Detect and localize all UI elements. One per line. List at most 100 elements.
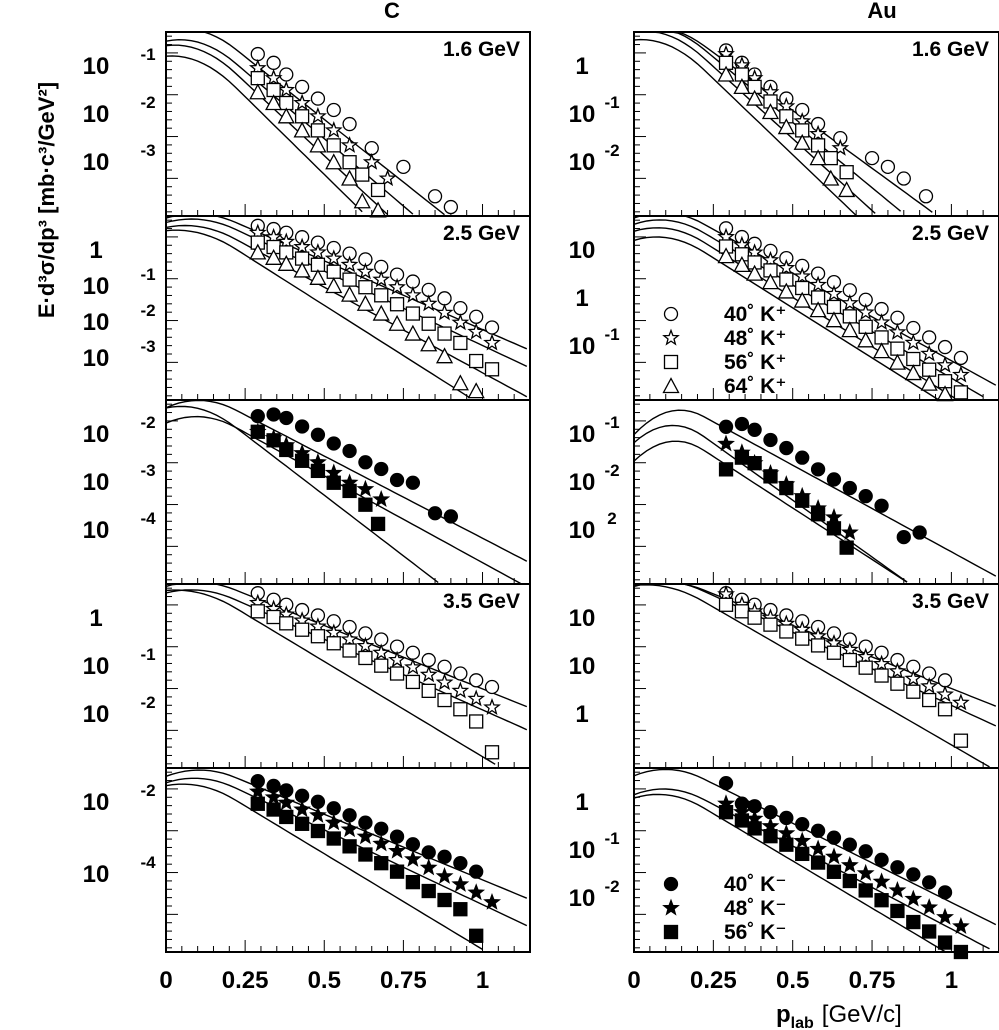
data-point (250, 71, 265, 86)
data-point (389, 829, 405, 844)
data-point (437, 659, 452, 674)
data-point (864, 150, 880, 166)
data-point (856, 863, 875, 881)
data-point (858, 660, 873, 675)
data-point (370, 182, 386, 198)
data-point (405, 874, 421, 890)
column-header-right: Au (867, 0, 896, 23)
data-point (858, 319, 873, 334)
data-point (469, 353, 484, 369)
series-square-open (718, 239, 969, 400)
legend-item: 64˚ K⁺ (662, 375, 786, 398)
data-point (937, 339, 953, 355)
panel-Au-2: 10 1 10 -1 2.5 GeV (569, 215, 999, 402)
data-point (388, 841, 406, 859)
data-point (734, 604, 750, 619)
series-square-filled (250, 424, 386, 532)
energy-label: 2.5 GeV (912, 222, 989, 245)
model-curves (165, 769, 528, 950)
x-tick-label: 0.75 (849, 967, 896, 994)
series-star-filled (717, 794, 970, 935)
data-point (279, 809, 294, 825)
data-point (825, 847, 843, 865)
y-tick-label: 1 (89, 605, 102, 632)
y-tick-exponent: -1 (604, 829, 619, 848)
data-point (279, 410, 294, 426)
data-point (294, 453, 310, 468)
legend-label: 64˚ K⁺ (724, 375, 786, 398)
data-point (324, 121, 343, 139)
data-point (717, 247, 735, 264)
data-point (718, 597, 734, 612)
energy-label: 3.5 GeV (443, 590, 520, 613)
model-curve-2 (165, 405, 439, 584)
model-curve-2 (633, 440, 908, 583)
data-point (842, 480, 857, 496)
panel-frame (633, 767, 999, 953)
data-point (437, 892, 452, 908)
data-point (293, 237, 311, 255)
x-axis-title-main: p (776, 1001, 791, 1028)
data-point (419, 665, 438, 683)
data-point (906, 867, 921, 882)
data-point (356, 262, 375, 280)
data-point (761, 103, 780, 120)
series-square-open (718, 55, 854, 180)
data-point (326, 138, 341, 153)
data-point (793, 831, 812, 849)
legend-label: 56˚ K⁻ (724, 921, 786, 944)
x-tick-label: 1 (945, 967, 958, 994)
series-triangle-open (249, 83, 387, 218)
data-point (324, 249, 343, 267)
data-point (912, 525, 927, 540)
y-tick-label: 10 (83, 273, 110, 300)
y-tick-label: 10 (569, 653, 596, 680)
data-point (746, 89, 764, 106)
data-point (842, 837, 857, 852)
data-point (857, 331, 875, 348)
data-point (388, 314, 406, 331)
data-point (265, 94, 283, 111)
model-curve-2 (633, 584, 990, 768)
data-point (421, 883, 436, 899)
data-point (763, 469, 778, 484)
panel-C-1: 10 -1 10 -2 10 -3 1.6 GeV (83, 31, 531, 218)
model-curve-2 (165, 589, 496, 765)
data-point (309, 136, 327, 153)
data-point (856, 647, 875, 665)
data-point (842, 309, 857, 324)
data-point (250, 46, 265, 62)
data-point (718, 805, 734, 820)
data-point (920, 374, 938, 391)
data-point (453, 856, 468, 871)
data-point (326, 264, 341, 279)
model-curve-0 (165, 769, 528, 899)
data-point (451, 681, 470, 699)
legend-item: 40˚ K⁻ (663, 873, 786, 896)
legend-marker (662, 898, 680, 916)
data-point (936, 685, 954, 703)
data-point (810, 855, 826, 870)
panel-Au-4: 10 10 1 3.5 GeV (569, 583, 999, 769)
data-point (904, 669, 923, 687)
data-point (906, 914, 921, 930)
y-tick-exponent: -2 (604, 461, 619, 480)
data-point (340, 285, 359, 302)
data-point (277, 107, 295, 124)
data-point (809, 275, 827, 293)
y-tick-label: 1 (575, 285, 588, 312)
data-point (747, 610, 762, 625)
data-point (356, 827, 375, 845)
model-curve-3 (633, 38, 857, 217)
data-point (250, 424, 265, 439)
data-point (356, 294, 374, 311)
data-point (451, 875, 470, 892)
y-tick-label: 10 (569, 237, 596, 264)
y-tick-exponent: -1 (604, 93, 619, 112)
y-tick-label: 10 (569, 605, 596, 632)
series-star-open (248, 593, 501, 715)
data-point (888, 881, 907, 898)
data-point (326, 475, 341, 490)
legend-marker (663, 876, 679, 892)
